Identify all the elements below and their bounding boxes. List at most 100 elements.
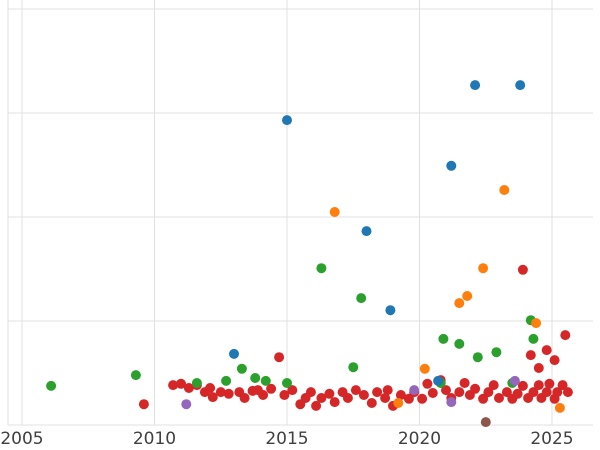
data-point-orange <box>531 318 542 329</box>
data-point-red <box>366 398 377 408</box>
data-point-red <box>350 385 361 396</box>
data-point-green <box>221 375 232 386</box>
data-point-red <box>552 387 563 398</box>
data-point-red <box>287 385 298 396</box>
x-axis: 2005 2010 2015 2020 2025 <box>0 429 573 449</box>
data-point-green <box>454 338 465 349</box>
data-point-green <box>528 333 539 344</box>
data-point-orange <box>462 291 473 301</box>
data-point-red <box>239 393 250 403</box>
data-point-red <box>483 387 494 398</box>
data-point-red <box>223 388 234 399</box>
data-point-red <box>501 387 512 398</box>
data-point-purple <box>446 397 457 408</box>
data-point-red <box>422 378 433 389</box>
data-point-blue <box>282 115 292 126</box>
data-point-red <box>488 380 499 391</box>
data-point-red <box>372 387 383 398</box>
data-point-green <box>236 363 247 374</box>
data-point-red <box>266 383 277 394</box>
data-point-green <box>191 378 202 388</box>
data-point-blue <box>446 160 457 171</box>
x-tick-label: 2015 <box>265 429 308 449</box>
data-point-red <box>258 390 269 400</box>
data-point-red <box>324 388 335 399</box>
data-point-red <box>403 393 414 404</box>
data-point-red <box>138 399 149 410</box>
data-point-blue <box>385 305 396 316</box>
x-tick-label: 2010 <box>133 429 176 449</box>
data-point-green <box>491 347 502 358</box>
data-point-red <box>512 388 523 399</box>
data-point-red <box>395 390 406 400</box>
data-point-red <box>517 264 528 275</box>
data-point-orange <box>419 363 430 374</box>
data-point-green <box>130 370 141 381</box>
data-point-red <box>168 380 179 391</box>
data-point-red <box>525 350 536 361</box>
data-point-orange <box>478 263 489 274</box>
data-point-red <box>533 363 544 373</box>
data-point-blue <box>361 226 372 237</box>
data-point-green <box>260 375 271 386</box>
data-point-blue <box>229 348 239 359</box>
data-point-brown <box>480 417 491 428</box>
data-point-red <box>459 378 470 388</box>
x-tick-label: 2025 <box>530 429 573 449</box>
data-point-purple <box>409 385 420 396</box>
data-point-red <box>541 345 552 356</box>
data-point-red <box>207 392 218 403</box>
data-point-orange <box>329 207 340 217</box>
data-point-green <box>348 362 359 373</box>
data-point-red <box>470 383 481 394</box>
data-point-green <box>250 373 261 383</box>
data-point-orange <box>554 402 565 413</box>
data-point-blue <box>433 375 444 386</box>
data-point-purple <box>509 375 520 386</box>
data-point-blue <box>515 80 526 91</box>
data-point-purple <box>181 399 192 410</box>
data-point-red <box>427 388 438 398</box>
data-point-green <box>356 293 367 304</box>
data-point-green <box>282 378 292 388</box>
data-point-red <box>311 400 322 411</box>
data-point-red <box>176 378 186 389</box>
data-point-green <box>316 263 327 274</box>
data-point-orange <box>499 185 510 195</box>
data-point-red <box>560 330 571 341</box>
data-point-red <box>279 390 290 400</box>
data-point-red <box>454 387 465 398</box>
data-point-green <box>438 333 449 344</box>
data-point-red <box>316 393 327 403</box>
data-point-red <box>549 355 560 366</box>
data-point-red <box>382 385 393 396</box>
data-point-red <box>183 383 194 393</box>
data-point-red <box>342 393 353 403</box>
data-point-red <box>517 380 528 391</box>
data-point-red <box>417 393 428 404</box>
data-point-blue <box>470 80 481 91</box>
data-point-red <box>441 385 451 396</box>
data-point-red <box>380 393 391 403</box>
data-point-red <box>544 378 555 389</box>
data-point-red <box>557 380 568 391</box>
x-tick-label: 2020 <box>398 429 441 449</box>
data-point-red <box>305 387 316 398</box>
data-point-red <box>494 393 504 403</box>
data-point-red <box>541 387 552 398</box>
grid-layer <box>7 0 593 426</box>
data-point-green <box>46 380 57 391</box>
x-tick-label: 2005 <box>0 429 43 449</box>
data-point-red <box>533 380 544 391</box>
data-point-red <box>478 393 489 404</box>
data-point-red <box>562 387 573 398</box>
data-point-red <box>528 387 539 398</box>
points-layer <box>46 80 573 428</box>
data-point-red <box>215 387 226 398</box>
data-point-green <box>472 352 483 363</box>
data-point-orange <box>454 298 465 309</box>
data-point-red <box>358 390 369 400</box>
data-point-orange <box>393 398 404 408</box>
